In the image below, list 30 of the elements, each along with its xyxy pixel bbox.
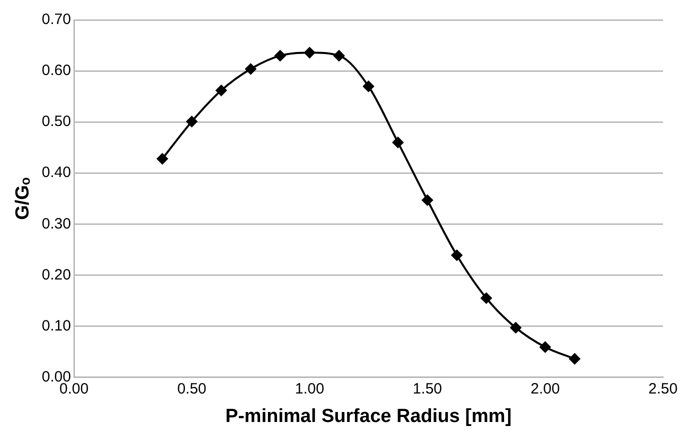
point <box>569 353 580 364</box>
point <box>304 47 316 58</box>
point <box>274 50 286 62</box>
y-tick-label: 0.10 <box>42 317 71 334</box>
point <box>362 80 374 92</box>
y-tick-label: 0.20 <box>42 266 71 284</box>
point <box>480 292 492 304</box>
point <box>156 153 168 164</box>
x-tick-label: 2.00 <box>530 380 560 398</box>
y-tick-label: 0.40 <box>42 164 71 182</box>
y-tick-label: 0.70 <box>42 11 71 28</box>
x-tick-label: 0.50 <box>177 380 206 398</box>
point <box>540 342 551 353</box>
y-tick-label: 0.60 <box>42 62 71 80</box>
point <box>334 50 345 62</box>
point <box>510 322 522 334</box>
point <box>216 84 227 96</box>
x-tick-label: 1.50 <box>412 380 442 398</box>
point <box>245 63 256 74</box>
x-axis-title: P-minimal Surface Radius [mm] <box>225 406 512 427</box>
x-tick-label: 0.00 <box>59 380 89 398</box>
point <box>451 250 462 261</box>
x-tick-label: 2.50 <box>648 380 678 398</box>
point <box>392 136 404 148</box>
point <box>186 116 198 128</box>
y-axis-title: G/Gₒ <box>12 177 34 220</box>
y-tick-label: 0.30 <box>42 215 71 232</box>
point <box>422 194 433 206</box>
x-tick-label: 1.00 <box>294 380 324 398</box>
y-tick-label: 0.50 <box>42 113 71 130</box>
